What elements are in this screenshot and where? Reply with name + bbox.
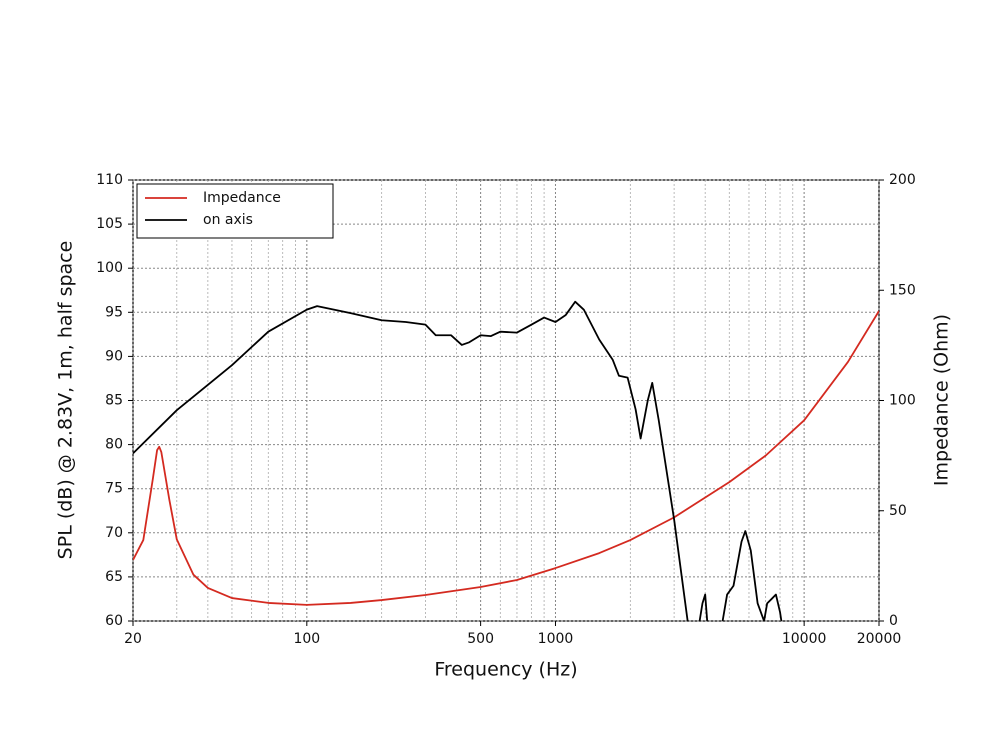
y-tick-label: 95 — [105, 304, 123, 320]
y-tick-label: 60 — [105, 613, 123, 629]
x-tick-label: 20000 — [857, 631, 902, 647]
x-tick-label: 10000 — [782, 631, 827, 647]
series-line — [133, 310, 879, 606]
y2-axis-label: Impedance (Ohm) — [931, 314, 953, 486]
y-tick-label: 70 — [105, 525, 123, 541]
x-tick-label: 500 — [467, 631, 494, 647]
y-tick-label: 110 — [96, 172, 123, 188]
series-line — [133, 300, 783, 621]
x-tick-label: 20 — [124, 631, 142, 647]
legend-label: on axis — [203, 212, 253, 228]
y-tick-label: 100 — [96, 260, 123, 276]
legend-label: Impedance — [203, 190, 281, 206]
y-tick-label: 85 — [105, 393, 123, 409]
y2-tick-label: 50 — [889, 503, 907, 519]
x-tick-label: 1000 — [538, 631, 574, 647]
y-tick-label: 65 — [105, 569, 123, 585]
y2-tick-label: 0 — [889, 613, 898, 629]
y2-tick-label: 150 — [889, 282, 916, 298]
y-tick-label: 105 — [96, 216, 123, 232]
y-tick-label: 90 — [105, 348, 123, 364]
y-tick-label: 80 — [105, 437, 123, 453]
y2-tick-label: 100 — [889, 393, 916, 409]
y2-tick-label: 200 — [889, 172, 916, 188]
x-axis-label: Frequency (Hz) — [434, 659, 577, 681]
y-axis-label: SPL (dB) @ 2.83V, 1m, half space — [55, 241, 77, 560]
legend-box — [136, 183, 334, 239]
x-tick-label: 100 — [293, 631, 320, 647]
y-tick-label: 75 — [105, 481, 123, 497]
